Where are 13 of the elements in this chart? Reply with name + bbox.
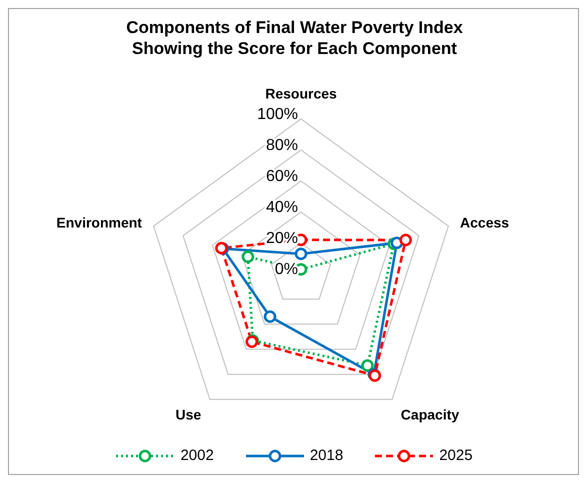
y-tick-label: 60% xyxy=(266,168,298,186)
spoke-label: Environment xyxy=(56,214,142,230)
y-tick-label: 100% xyxy=(257,106,298,124)
spoke-label: Capacity xyxy=(400,406,460,423)
legend-label: 2018 xyxy=(310,447,344,464)
y-tick-label: 80% xyxy=(266,137,298,154)
spoke-label: Resources xyxy=(265,86,338,102)
legend-label: 2025 xyxy=(439,447,473,464)
spoke-label: Access xyxy=(460,214,510,230)
spoke-label: Use xyxy=(176,406,202,423)
chart-title: Components of Final Water Poverty Index Showing the Score for Each Component xyxy=(125,17,464,59)
y-tick-label: 40% xyxy=(266,199,298,216)
legend-label: 2002 xyxy=(180,447,214,464)
